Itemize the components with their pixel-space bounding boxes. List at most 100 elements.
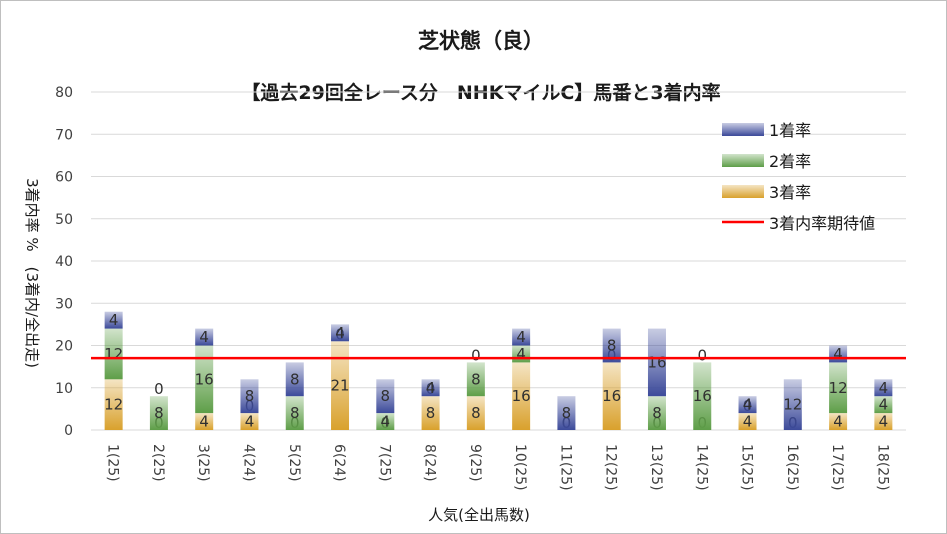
- x-tick-label: 11(25): [557, 444, 573, 491]
- bar-segment: [195, 345, 214, 414]
- data-label: 8: [471, 404, 481, 422]
- bar-segment: [557, 396, 576, 430]
- x-tick-label: 6(24): [331, 444, 347, 482]
- data-label: 4: [516, 328, 526, 346]
- bar-stack: 2104: [330, 324, 350, 430]
- data-label: 16: [195, 370, 214, 388]
- y-tick-label: 60: [55, 170, 73, 186]
- bar-stack: 408: [240, 379, 259, 431]
- x-tick-label: 17(25): [829, 444, 845, 491]
- x-tick-label: 5(25): [286, 444, 302, 482]
- bar-segment: [104, 311, 123, 329]
- bar-segment: [104, 328, 123, 380]
- data-label: 8: [245, 387, 255, 405]
- x-tick-label: 18(25): [874, 444, 890, 491]
- data-label: 4: [199, 328, 209, 346]
- bar-stack: 804: [421, 379, 440, 430]
- data-label: 12: [104, 345, 123, 363]
- x-tick-label: 15(25): [739, 444, 755, 491]
- bar-segment: [331, 341, 350, 430]
- data-label: 8: [381, 387, 391, 405]
- x-tick-label: 14(25): [693, 444, 709, 491]
- data-label: 16: [512, 387, 531, 405]
- x-axis-label: 人気(全出馬数): [428, 506, 530, 524]
- data-label: 4: [743, 413, 753, 431]
- bar-segment: [874, 396, 893, 414]
- bar-segment: [285, 362, 304, 397]
- bar-segment: [738, 396, 757, 414]
- bar-stack: 0012: [783, 379, 802, 432]
- legend-label: 3着内率期待値: [769, 214, 875, 233]
- x-tick-label: 12(25): [603, 444, 619, 491]
- bar-stack: 4 16 4: [195, 328, 214, 431]
- data-label: 4: [833, 345, 843, 363]
- grid-lines: [91, 91, 906, 431]
- x-tick-label: 1(25): [105, 444, 121, 482]
- data-label: 4: [743, 396, 753, 414]
- data-label: 8: [290, 404, 300, 422]
- bar-segment: [512, 328, 531, 346]
- x-tick-label: 3(25): [195, 444, 211, 482]
- bar-segment: [829, 413, 848, 430]
- data-label: 12: [783, 396, 802, 414]
- bar-stack: 080: [149, 380, 168, 432]
- data-label: 16: [693, 387, 712, 405]
- bar-segment: [783, 379, 802, 430]
- data-label: 8: [426, 404, 436, 422]
- x-tick-label: 8(24): [422, 444, 438, 482]
- data-label: 8: [652, 404, 662, 422]
- legend-swatch: [722, 154, 764, 167]
- bar-segment: [693, 362, 712, 430]
- legend-label: 3着率: [769, 183, 811, 202]
- bar-segment: [104, 379, 123, 430]
- y-tick-label: 80: [55, 85, 73, 101]
- x-axis-ticks: 1(25) 2(25) 3(25) 4(24) 5(25) 6(24) 7(25) 8(24)…: [105, 444, 891, 491]
- bar-segment: [466, 396, 485, 430]
- x-tick-label: 13(25): [648, 444, 664, 491]
- legend-item: 3着内率期待値: [722, 214, 875, 233]
- x-tick-label: 9(25): [467, 444, 483, 482]
- y-tick-label: 20: [55, 339, 73, 355]
- bar-stack: 12 12 4: [104, 311, 123, 430]
- data-label: 16: [647, 353, 666, 371]
- legend-label: 2着率: [769, 152, 811, 171]
- data-label: 4: [879, 396, 889, 414]
- y-tick-label: 50: [55, 212, 73, 228]
- data-label: 8: [607, 337, 617, 355]
- bar-stack: 8 8 0: [466, 346, 485, 430]
- data-label: 4: [879, 379, 889, 397]
- data-label: 0: [154, 380, 164, 398]
- bar-stack: 008: [557, 396, 576, 432]
- legend-item: 1着率: [722, 121, 811, 140]
- data-label: 4: [879, 413, 889, 431]
- bar-stack: 088: [285, 362, 304, 432]
- x-tick-label: 16(25): [784, 444, 800, 491]
- legend-label: 1着率: [769, 121, 811, 140]
- bar-segment: [647, 328, 666, 397]
- bar-segment: [195, 328, 214, 346]
- bar-segment: [421, 396, 440, 430]
- bar-stack: 1608: [602, 328, 621, 430]
- bar-stack: 0160: [693, 346, 712, 432]
- data-label: 4: [199, 413, 209, 431]
- data-label: 4: [516, 345, 526, 363]
- y-tick-label: 10: [55, 381, 73, 397]
- legend-item: 3着率: [722, 183, 811, 202]
- bar-segment: [466, 362, 485, 397]
- bar-segment: [149, 396, 168, 430]
- y-axis-label: 3着内率 % (3着内/全出走): [23, 178, 41, 368]
- bar-segment: [376, 413, 395, 430]
- x-tick-label: 2(25): [150, 444, 166, 482]
- y-tick-label: 30: [55, 296, 73, 312]
- bar-stack: 404: [738, 396, 757, 431]
- bar-stack: 0816: [647, 328, 667, 432]
- bar-segment: [738, 413, 757, 430]
- bar-segment: [874, 413, 893, 430]
- data-label: 21: [330, 377, 349, 395]
- data-label: 12: [829, 379, 848, 397]
- bar-segment: [512, 362, 531, 430]
- y-tick-label: 0: [64, 423, 73, 439]
